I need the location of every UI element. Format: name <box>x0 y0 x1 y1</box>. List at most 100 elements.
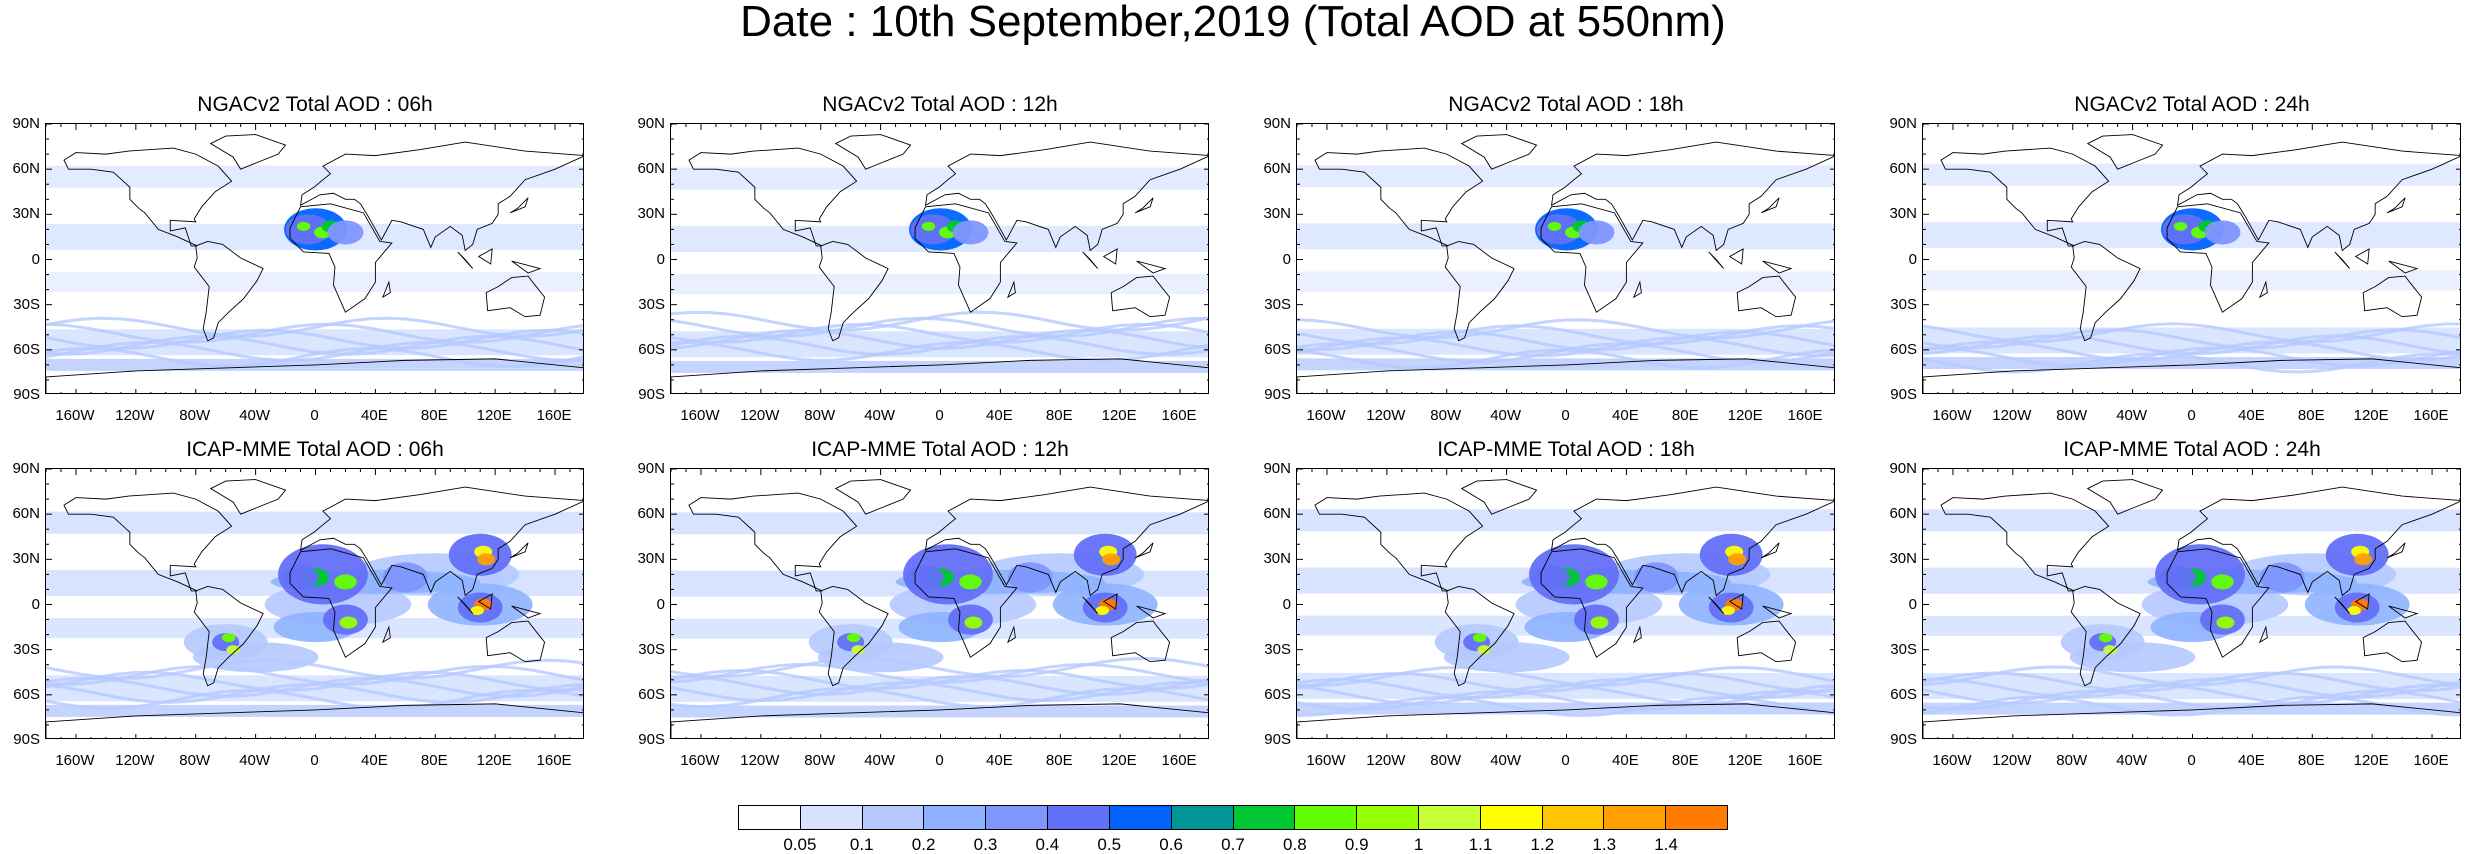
colorbar-swatch <box>739 806 801 829</box>
map-panel-icap-mme-24h <box>1922 468 2461 739</box>
lon-tick-label: 40E <box>2238 407 2265 424</box>
lat-tick-label: 90N <box>1889 460 1917 477</box>
panel-title-icap-mme-12h: ICAP-MME Total AOD : 12h <box>811 438 1069 461</box>
lon-tick-label: 120W <box>1366 407 1406 424</box>
lat-tick-label: 0 <box>656 595 665 613</box>
lon-tick-label: 120E <box>1727 407 1763 424</box>
lon-tick-label: 160E <box>2413 407 2449 424</box>
colorbar-swatch <box>1666 806 1727 829</box>
lon-tick-label: 80W <box>179 752 211 769</box>
map-panel-ngacv2-18h <box>1296 123 1835 394</box>
lon-tick-label: 40E <box>1612 752 1639 769</box>
colorbar-swatch <box>1233 806 1296 829</box>
lat-tick-label: 90S <box>1890 731 1917 748</box>
lon-tick-label: 120W <box>1366 752 1406 769</box>
lat-tick-label: 60S <box>638 340 665 358</box>
lon-tick-label: 80E <box>1671 407 1699 424</box>
lat-tick-label: 90S <box>638 731 665 748</box>
lon-tick-label: 0 <box>310 752 319 769</box>
lon-tick-label: 80E <box>1671 752 1699 769</box>
lat-tick-label: 60S <box>1890 340 1917 358</box>
aod-map <box>46 124 583 393</box>
colorbar-label: 0.6 <box>1159 835 1183 854</box>
lat-tick-label: 0 <box>1282 595 1291 613</box>
lon-tick-label: 160W <box>680 407 720 424</box>
aod-map <box>1297 124 1834 393</box>
lat-tick-label: 60S <box>13 340 40 358</box>
lon-tick-label: 40W <box>239 752 271 769</box>
lat-tick-label: 60S <box>638 685 665 703</box>
panel-title-icap-mme-18h: ICAP-MME Total AOD : 18h <box>1437 438 1695 461</box>
lon-tick-label: 80E <box>420 752 448 769</box>
lon-tick-label: 120E <box>1101 407 1137 424</box>
colorbar-swatch <box>1171 806 1234 829</box>
lon-tick-label: 160E <box>1161 752 1197 769</box>
lon-tick-label: 120W <box>115 752 155 769</box>
lon-tick-label: 160E <box>536 407 572 424</box>
lon-tick-label: 120W <box>1992 752 2032 769</box>
lat-tick-label: 60S <box>1890 685 1917 703</box>
lat-tick-label: 0 <box>31 595 40 613</box>
aod-map <box>671 124 1208 393</box>
colorbar-label: 0.7 <box>1221 835 1245 854</box>
map-panel-ngacv2-06h <box>45 123 584 394</box>
lat-tick-label: 90N <box>1889 115 1917 132</box>
lon-tick-label: 40E <box>986 407 1013 424</box>
lat-tick-label: 30S <box>638 640 665 658</box>
colorbar <box>738 805 1728 830</box>
lon-tick-label: 0 <box>935 407 944 424</box>
lon-tick-label: 120W <box>740 407 780 424</box>
map-panel-icap-mme-06h <box>45 468 584 739</box>
lon-tick-label: 0 <box>2187 407 2196 424</box>
lat-tick-label: 90N <box>637 115 665 132</box>
lat-tick-label: 60N <box>1263 160 1291 178</box>
lon-tick-label: 40W <box>1490 407 1522 424</box>
lat-tick-label: 30N <box>12 205 40 223</box>
lon-tick-label: 160E <box>2413 752 2449 769</box>
lat-tick-label: 60N <box>637 160 665 178</box>
lat-tick-label: 30N <box>1263 205 1291 223</box>
lon-tick-label: 40W <box>2116 407 2148 424</box>
lat-tick-label: 30N <box>637 205 665 223</box>
lon-tick-label: 160E <box>536 752 572 769</box>
colorbar-swatch <box>1295 806 1358 829</box>
lat-tick-label: 60S <box>13 685 40 703</box>
lon-tick-label: 40E <box>361 407 388 424</box>
lat-tick-label: 30S <box>638 295 665 313</box>
lon-tick-label: 120E <box>476 752 512 769</box>
lat-tick-label: 90S <box>638 386 665 403</box>
lat-tick-label: 60N <box>637 505 665 523</box>
lat-tick-label: 60N <box>1889 160 1917 178</box>
lat-tick-label: 90S <box>1264 386 1291 403</box>
colorbar-label: 1.4 <box>1654 835 1678 854</box>
lon-tick-label: 40E <box>2238 752 2265 769</box>
lat-tick-label: 30N <box>1263 550 1291 568</box>
lon-tick-label: 40W <box>1490 752 1522 769</box>
colorbar-label: 0.3 <box>973 835 998 854</box>
lat-tick-label: 60N <box>1263 505 1291 523</box>
colorbar-swatch <box>1048 806 1110 829</box>
panel-title-icap-mme-24h: ICAP-MME Total AOD : 24h <box>2063 438 2321 461</box>
lon-tick-label: 160W <box>55 752 95 769</box>
lon-tick-label: 160W <box>1306 752 1346 769</box>
aod-map <box>671 469 1208 738</box>
lon-tick-label: 80E <box>2297 752 2325 769</box>
lat-tick-label: 90S <box>13 731 40 748</box>
lat-tick-label: 60S <box>1264 340 1291 358</box>
panel-title-ngacv2-24h: NGACv2 Total AOD : 24h <box>2074 93 2310 116</box>
lat-tick-label: 30S <box>1264 295 1291 313</box>
colorbar-swatch <box>1357 806 1419 829</box>
colorbar-swatch <box>924 806 987 829</box>
colorbar-label: 0.5 <box>1097 835 1122 854</box>
lon-tick-label: 160E <box>1787 407 1823 424</box>
lat-tick-label: 90N <box>1263 115 1291 132</box>
lat-tick-label: 90N <box>637 460 665 477</box>
lat-tick-label: 90N <box>1263 460 1291 477</box>
lat-tick-label: 90S <box>1264 731 1291 748</box>
lon-tick-label: 80W <box>804 407 836 424</box>
lon-tick-label: 40E <box>986 752 1013 769</box>
lon-tick-label: 0 <box>935 752 944 769</box>
lat-tick-label: 30S <box>13 295 40 313</box>
colorbar-swatch <box>800 806 863 829</box>
aod-map <box>46 469 583 738</box>
